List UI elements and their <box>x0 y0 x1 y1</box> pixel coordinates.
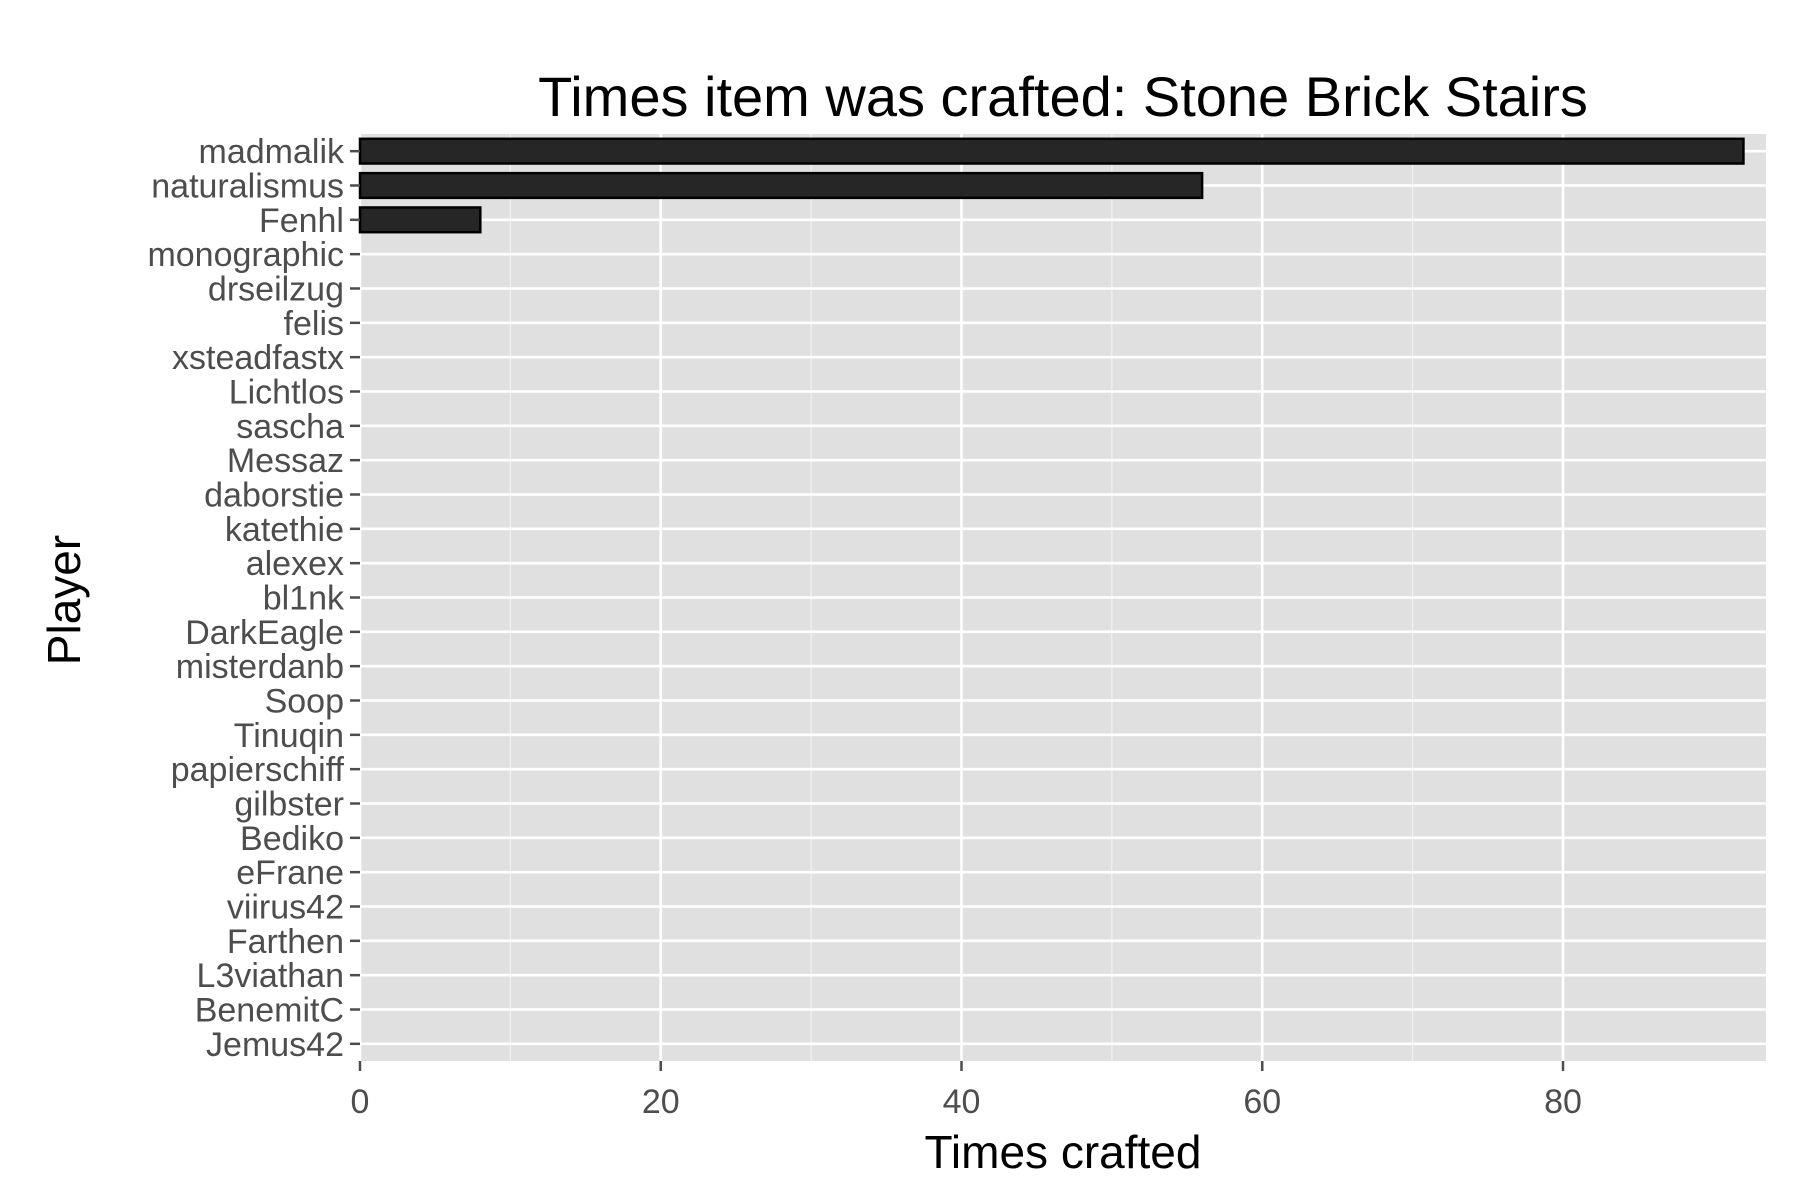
y-tick-label: drseilzug <box>208 271 344 309</box>
y-tick-label: L3viathan <box>197 957 344 995</box>
x-tick-label: 40 <box>943 1083 981 1121</box>
x-tick-label: 60 <box>1243 1083 1281 1121</box>
y-tick-label: Messaz <box>227 442 344 480</box>
bars <box>358 137 1745 234</box>
x-tick-label: 80 <box>1544 1083 1582 1121</box>
y-tick-label: monographic <box>147 236 344 274</box>
bar-madmalik <box>358 137 1745 165</box>
y-tick-label: papierschiff <box>171 751 345 789</box>
y-tick-label: bl1nk <box>263 580 345 618</box>
y-tick-label: alexex <box>246 545 344 583</box>
y-tick-label: Jemus42 <box>206 1026 344 1064</box>
y-axis-title: Player <box>38 535 90 665</box>
y-axis: madmaliknaturalismusFenhlmonographicdrse… <box>147 133 360 1064</box>
y-tick-label: eFrane <box>236 854 344 892</box>
y-tick-label: Lichtlos <box>229 374 344 412</box>
chart-title: Times item was crafted: Stone Brick Stai… <box>538 65 1588 128</box>
y-tick-label: Farthen <box>227 923 344 961</box>
y-tick-label: daborstie <box>204 477 344 515</box>
y-tick-label: xsteadfastx <box>172 339 344 377</box>
y-tick-label: katethie <box>225 511 344 549</box>
x-axis-title: Times crafted <box>925 1126 1202 1178</box>
y-tick-label: Fenhl <box>259 202 344 240</box>
y-tick-label: gilbster <box>234 786 344 824</box>
x-axis: 0 20 40 60 80 <box>351 1061 1582 1121</box>
y-tick-label: Bediko <box>240 820 344 858</box>
y-tick-label: felis <box>284 305 344 343</box>
y-tick-label: Tinuqin <box>234 717 344 755</box>
x-tick-label: 0 <box>351 1083 370 1121</box>
y-tick-label: viirus42 <box>227 889 344 927</box>
y-tick-label: madmalik <box>199 133 345 171</box>
y-tick-label: BenemitC <box>195 992 344 1030</box>
y-tick-label: naturalismus <box>151 168 344 206</box>
y-tick-label: Soop <box>265 683 344 721</box>
bar-Fenhl <box>358 206 482 234</box>
bar-naturalismus <box>358 171 1204 200</box>
y-tick-label: misterdanb <box>176 648 344 686</box>
y-tick-label: DarkEagle <box>185 614 344 652</box>
y-tick-label: sascha <box>236 408 344 446</box>
x-tick-label: 20 <box>642 1083 680 1121</box>
